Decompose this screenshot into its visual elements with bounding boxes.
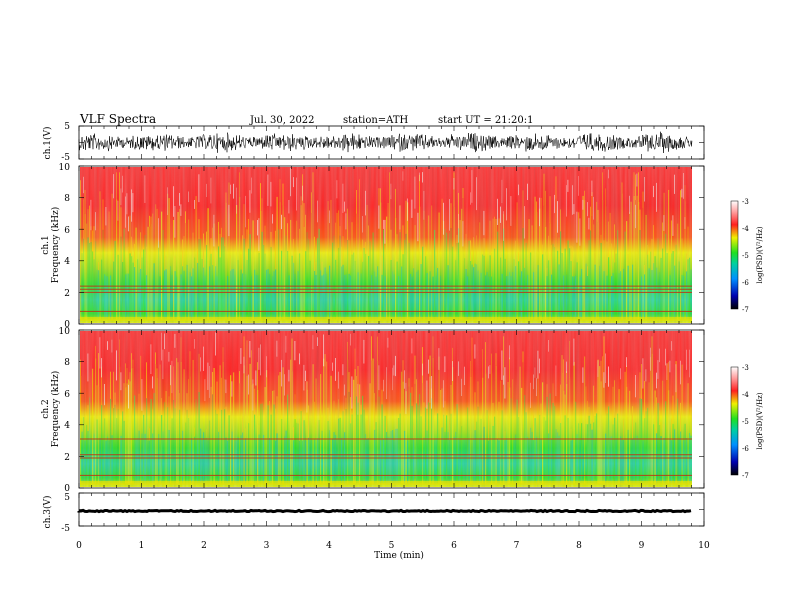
y-axis-label-channel: ch.1 — [41, 235, 51, 254]
spectrogram-texture — [80, 331, 693, 487]
x-tick-label: 0 — [76, 541, 82, 551]
colorbar-label: log(PSD)(V²/Hz) — [756, 392, 764, 449]
x-tick-label: 3 — [264, 541, 270, 551]
y-tick-label: -5 — [61, 524, 70, 534]
colorbar-tick: -5 — [742, 418, 749, 426]
panel-ch3-waveform: 5 -5 ch.3(V) 0 1 2 3 4 5 6 7 8 9 10 Time (min) — [42, 492, 710, 561]
y-axis-label-frequency: Frequency (kHz) — [50, 371, 61, 448]
panel-ticks — [78, 125, 705, 160]
panel-ticks — [78, 165, 705, 325]
colorbar-tick: -7 — [742, 472, 749, 480]
panel-ch1-spectrogram: 0 2 4 6 8 10 ch.1 Frequency (kHz) — [41, 163, 705, 330]
colorbar-tick: -6 — [742, 279, 749, 287]
y-tick-label: 5 — [64, 122, 70, 132]
y-tick-label: 4 — [64, 421, 70, 431]
colorbar-tick: -7 — [742, 306, 749, 314]
spectrogram-blank — [692, 167, 703, 323]
colorbar-scale — [730, 200, 739, 310]
y-tick-label: 6 — [64, 226, 70, 236]
colorbar-tick: -3 — [742, 198, 749, 206]
panel-ch2-spectrogram: 0 2 4 6 8 10 ch.2 Frequency (kHz) — [41, 327, 705, 494]
x-tick-labels: 0 1 2 3 4 5 6 7 8 9 10 — [76, 541, 710, 551]
colorbar-ch1: -3 -4 -5 -6 -7 log(PSD)(V²/Hz) — [730, 198, 764, 314]
ch2-spectrogram — [80, 331, 703, 487]
spectrogram-blank — [692, 331, 703, 487]
y-tick-label: 8 — [64, 358, 70, 368]
y-tick-label: 0 — [64, 320, 70, 330]
x-tick-label: 4 — [326, 541, 332, 551]
colorbar-tick: -4 — [742, 391, 749, 399]
panel-ticks — [78, 329, 705, 489]
y-tick-label: 4 — [64, 257, 70, 267]
colorbar-ch2: -3 -4 -5 -6 -7 log(PSD)(V²/Hz) — [730, 364, 764, 480]
colorbar-tick: -4 — [742, 225, 749, 233]
spectrogram-band — [80, 480, 693, 485]
y-tick-label: 2 — [64, 289, 70, 299]
colorbar-label: log(PSD)(V²/Hz) — [756, 226, 764, 283]
y-tick-label: 5 — [64, 493, 70, 503]
colorbar-tick: -3 — [742, 364, 749, 372]
station-label: station=ATH — [343, 115, 409, 126]
y-axis-label-channel: ch.2 — [41, 399, 51, 418]
date-label: Jul. 30, 2022 — [249, 115, 315, 126]
x-tick-label: 5 — [389, 541, 395, 551]
panel-ch1-waveform: 5 -5 ch.1(V) — [42, 122, 705, 163]
y-axis-label-frequency: Frequency (kHz) — [50, 207, 61, 284]
y-tick-label: 2 — [64, 453, 70, 463]
x-tick-label: 8 — [576, 541, 582, 551]
y-axis-label: ch.3(V) — [42, 496, 53, 529]
y-axis-label: ch.1(V) — [42, 127, 53, 160]
start-time-label: start UT = 21:20:1 — [438, 115, 533, 126]
colorbar-tick: -6 — [742, 445, 749, 453]
y-tick-label: 10 — [59, 163, 71, 173]
spectrogram-band — [80, 316, 693, 321]
x-tick-label: 6 — [451, 541, 457, 551]
x-tick-label: 10 — [698, 541, 710, 551]
y-tick-label: 0 — [64, 484, 70, 494]
x-tick-label: 9 — [639, 541, 645, 551]
x-tick-label: 1 — [139, 541, 145, 551]
figure-title: VLF Spectra — [79, 112, 156, 126]
y-tick-label: 8 — [64, 194, 70, 204]
figure-header: VLF Spectra Jul. 30, 2022 station=ATH st… — [79, 112, 533, 126]
ch1-waveform-trace — [78, 131, 693, 154]
x-tick-label: 7 — [514, 541, 520, 551]
y-tick-label: -5 — [61, 153, 70, 163]
x-axis-label: Time (min) — [374, 550, 424, 561]
ch1-spectrogram — [80, 167, 703, 323]
y-tick-label: 10 — [59, 327, 71, 337]
ch3-waveform-trace — [77, 508, 692, 514]
spectrogram-texture — [80, 167, 693, 323]
x-tick-label: 2 — [201, 541, 207, 551]
panel-ticks — [78, 492, 705, 527]
colorbar-scale — [730, 366, 739, 476]
y-tick-label: 6 — [64, 390, 70, 400]
colorbar-tick: -5 — [742, 252, 749, 260]
